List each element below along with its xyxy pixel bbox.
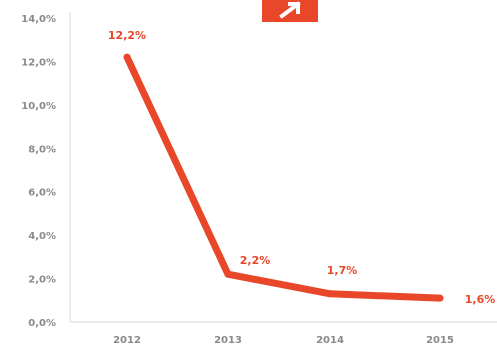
data-label: 1,7% xyxy=(327,264,358,277)
data-point xyxy=(326,290,334,298)
y-tick-label: 2,0% xyxy=(28,275,56,286)
y-tick-label: 4,0% xyxy=(28,231,56,242)
data-label: 1,6% xyxy=(465,293,496,306)
data-point xyxy=(123,53,131,61)
y-tick-label: 12,0% xyxy=(21,57,56,68)
data-point xyxy=(436,294,444,302)
data-label: 2,2% xyxy=(240,254,271,267)
y-tick-label: 0,0% xyxy=(28,318,56,329)
x-tick-labels: 2012 2013 2014 2015 xyxy=(113,335,454,346)
series-layer xyxy=(123,53,444,302)
x-tick-label: 2015 xyxy=(426,335,454,346)
y-tick-label: 8,0% xyxy=(28,144,56,155)
arrow-icon xyxy=(262,0,318,22)
y-tick-label: 10,0% xyxy=(21,101,56,112)
x-tick-label: 2013 xyxy=(214,335,242,346)
data-labels: 12,2% 2,2% 1,7% 1,6% xyxy=(108,29,495,306)
data-point xyxy=(224,270,232,278)
y-tick-label: 6,0% xyxy=(28,188,56,199)
series-line xyxy=(123,55,441,302)
x-tick-label: 2012 xyxy=(113,335,141,346)
y-tick-label: 14,0% xyxy=(21,14,56,25)
data-label: 12,2% xyxy=(108,29,146,42)
y-tick-labels: 0,0% 2,0% 4,0% 6,0% 8,0% 10,0% 12,0% 14,0% xyxy=(21,14,56,329)
x-tick-label: 2014 xyxy=(316,335,344,346)
